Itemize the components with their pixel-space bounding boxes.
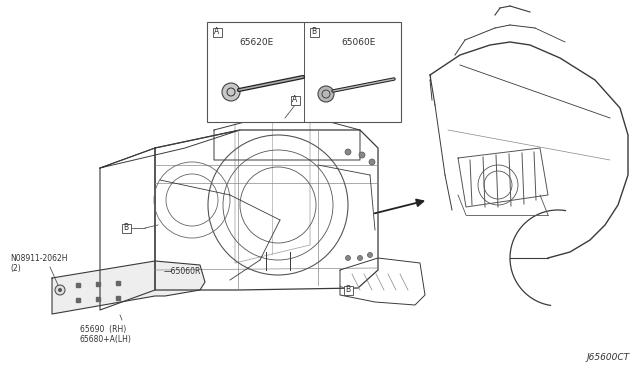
Polygon shape	[52, 261, 205, 314]
Circle shape	[222, 83, 240, 101]
Text: A: A	[214, 28, 220, 36]
Text: J65600CT: J65600CT	[587, 353, 630, 362]
Circle shape	[55, 285, 65, 295]
Circle shape	[367, 253, 372, 257]
Text: —65060R: —65060R	[164, 266, 202, 276]
Text: A: A	[292, 96, 298, 105]
Circle shape	[58, 288, 62, 292]
Circle shape	[318, 86, 334, 102]
Text: 65060E: 65060E	[342, 38, 376, 47]
Bar	[344, 285, 353, 295]
Circle shape	[345, 149, 351, 155]
Text: 65690  (RH): 65690 (RH)	[80, 325, 126, 334]
Circle shape	[369, 159, 375, 165]
Bar	[291, 96, 300, 105]
Text: N08911-2062H
(2): N08911-2062H (2)	[10, 254, 67, 273]
Text: B: B	[124, 224, 129, 232]
Text: B: B	[312, 28, 317, 36]
Bar	[207, 22, 401, 122]
Bar	[212, 28, 221, 36]
Text: 65620E: 65620E	[240, 38, 274, 47]
Text: B: B	[346, 285, 351, 295]
Circle shape	[359, 152, 365, 158]
Bar	[310, 28, 319, 36]
Circle shape	[346, 256, 351, 260]
Circle shape	[358, 256, 362, 260]
Text: 65680+A(LH): 65680+A(LH)	[80, 335, 132, 344]
Bar	[122, 224, 131, 232]
